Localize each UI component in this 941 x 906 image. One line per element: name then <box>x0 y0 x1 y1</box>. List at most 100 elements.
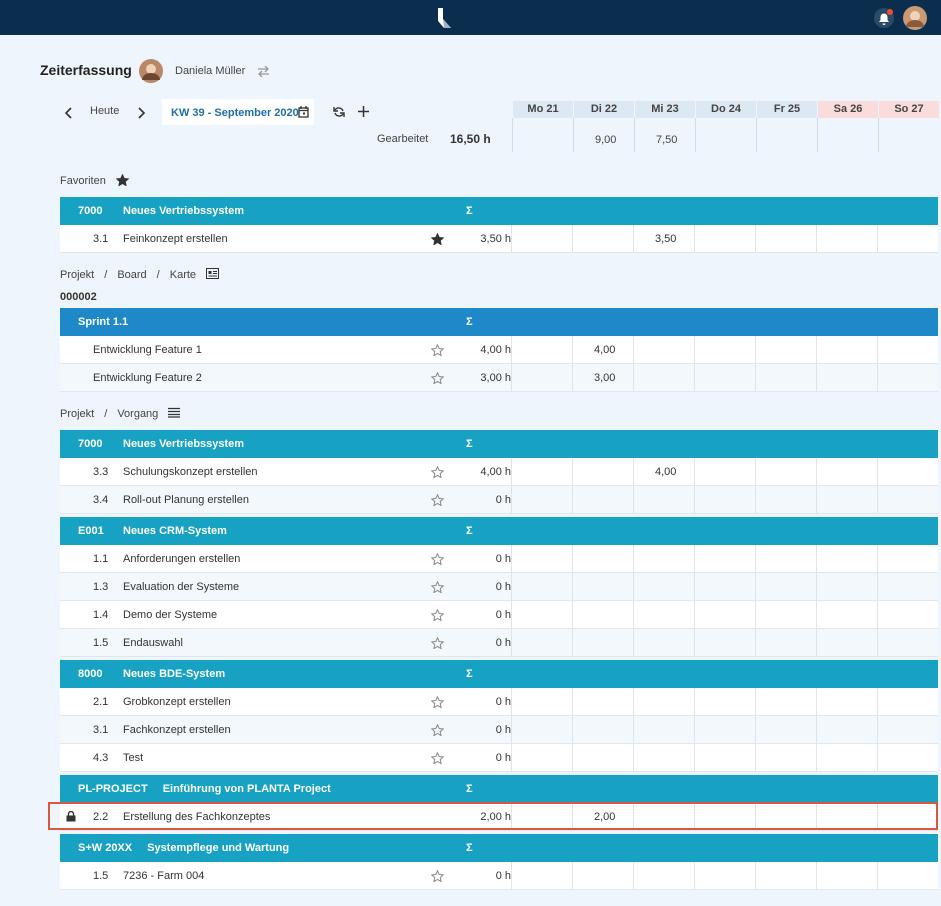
day-cell[interactable] <box>511 629 572 656</box>
day-cell[interactable] <box>755 336 816 363</box>
day-cell[interactable] <box>511 486 572 513</box>
day-cell[interactable] <box>694 225 755 252</box>
favorite-star[interactable] <box>430 465 445 481</box>
task-row[interactable]: 2.1 Grobkonzept erstellen 0 h <box>60 688 938 716</box>
day-cell[interactable] <box>877 862 938 889</box>
favorite-star[interactable] <box>430 493 445 509</box>
day-cell[interactable] <box>694 573 755 600</box>
day-cell[interactable] <box>572 862 633 889</box>
previous-week[interactable] <box>64 107 74 119</box>
day-cell[interactable] <box>511 573 572 600</box>
day-cell[interactable] <box>511 601 572 628</box>
breadcrumb-item[interactable]: Vorgang <box>117 408 159 420</box>
day-cell[interactable] <box>511 336 572 363</box>
day-cell[interactable] <box>694 744 755 771</box>
day-cell[interactable] <box>755 545 816 572</box>
favorite-star[interactable] <box>430 343 445 359</box>
task-row[interactable]: 3.1 Fachkonzept erstellen 0 h <box>60 716 938 744</box>
day-cell[interactable] <box>877 629 938 656</box>
add[interactable] <box>358 106 369 117</box>
day-cell[interactable] <box>877 225 938 252</box>
day-cell[interactable] <box>816 573 877 600</box>
user-avatar[interactable] <box>903 6 927 30</box>
day-cell[interactable] <box>816 225 877 252</box>
day-cell[interactable] <box>816 336 877 363</box>
day-cell[interactable] <box>755 486 816 513</box>
day-cell[interactable] <box>511 364 572 391</box>
day-cell[interactable] <box>633 573 694 600</box>
group-header[interactable]: E001 Neues CRM-System Σ <box>60 517 938 545</box>
day-cell[interactable] <box>694 458 755 485</box>
task-row[interactable]: 3.3 Schulungskonzept erstellen 4,00 h 4,00 <box>60 458 938 486</box>
day-cell[interactable] <box>816 744 877 771</box>
day-cell[interactable] <box>877 803 938 830</box>
day-cell[interactable] <box>877 601 938 628</box>
breadcrumb-item[interactable]: Projekt <box>60 269 95 281</box>
day-cell[interactable] <box>694 364 755 391</box>
group-header[interactable]: Sprint 1.1 Σ <box>60 308 938 336</box>
day-cell[interactable] <box>816 601 877 628</box>
day-cell[interactable] <box>694 688 755 715</box>
favorite-star[interactable] <box>430 371 445 387</box>
day-cell[interactable] <box>511 862 572 889</box>
group-header[interactable]: PL-PROJECT Einführung von PLANTA Project Σ <box>60 775 938 803</box>
group-header[interactable]: 7000 Neues Vertriebssystem Σ <box>60 430 938 458</box>
day-cell[interactable] <box>816 688 877 715</box>
day-cell[interactable] <box>511 458 572 485</box>
day-cell[interactable] <box>755 716 816 743</box>
day-cell[interactable] <box>572 744 633 771</box>
day-cell[interactable] <box>633 862 694 889</box>
breadcrumb-item[interactable]: Projekt <box>60 408 95 420</box>
group-header[interactable]: S+W 20XX Systempflege und Wartung Σ <box>60 834 938 862</box>
day-cell[interactable] <box>694 716 755 743</box>
day-cell[interactable] <box>633 545 694 572</box>
day-cell[interactable] <box>755 364 816 391</box>
day-cell[interactable] <box>755 629 816 656</box>
day-cell[interactable] <box>816 486 877 513</box>
day-cell[interactable] <box>877 573 938 600</box>
favorite-star[interactable] <box>430 723 445 739</box>
day-cell[interactable]: 4,00 <box>572 336 633 363</box>
favorite-star[interactable] <box>430 552 445 568</box>
day-cell[interactable] <box>511 688 572 715</box>
day-cell[interactable] <box>694 862 755 889</box>
day-cell[interactable] <box>633 601 694 628</box>
day-cell[interactable] <box>755 744 816 771</box>
favorite-star[interactable] <box>430 695 445 711</box>
day-cell[interactable] <box>694 336 755 363</box>
day-cell[interactable] <box>572 629 633 656</box>
day-cell[interactable] <box>694 601 755 628</box>
favorite-star[interactable] <box>430 580 445 596</box>
day-cell[interactable] <box>877 458 938 485</box>
day-cell[interactable] <box>572 716 633 743</box>
day-cell[interactable] <box>877 744 938 771</box>
day-cell[interactable] <box>572 545 633 572</box>
day-cell[interactable] <box>877 545 938 572</box>
task-row[interactable]: 1.1 Anforderungen erstellen 0 h <box>60 545 938 573</box>
day-cell[interactable] <box>816 803 877 830</box>
day-cell[interactable]: 3,00 <box>572 364 633 391</box>
day-cell[interactable] <box>816 364 877 391</box>
day-cell[interactable] <box>755 225 816 252</box>
day-cell[interactable] <box>511 803 572 830</box>
day-cell[interactable]: 4,00 <box>633 458 694 485</box>
refresh[interactable] <box>333 106 345 118</box>
day-cell[interactable] <box>816 862 877 889</box>
day-cell[interactable] <box>572 225 633 252</box>
breadcrumb-item[interactable]: Karte <box>169 269 197 281</box>
favorite-star[interactable] <box>430 636 445 652</box>
day-cell[interactable] <box>694 486 755 513</box>
day-cell[interactable] <box>816 545 877 572</box>
task-row[interactable]: Entwicklung Feature 2 3,00 h 3,00 <box>60 364 938 392</box>
day-cell[interactable] <box>511 225 572 252</box>
day-cell[interactable] <box>633 744 694 771</box>
day-cell[interactable] <box>755 601 816 628</box>
group-header[interactable]: 8000 Neues BDE-System Σ <box>60 660 938 688</box>
day-cell[interactable] <box>511 545 572 572</box>
day-cell[interactable] <box>633 629 694 656</box>
day-cell[interactable] <box>511 744 572 771</box>
breadcrumb-item[interactable]: Board <box>117 269 147 281</box>
day-cell[interactable] <box>633 716 694 743</box>
day-cell[interactable] <box>877 486 938 513</box>
today-button[interactable]: Heute <box>90 105 120 117</box>
